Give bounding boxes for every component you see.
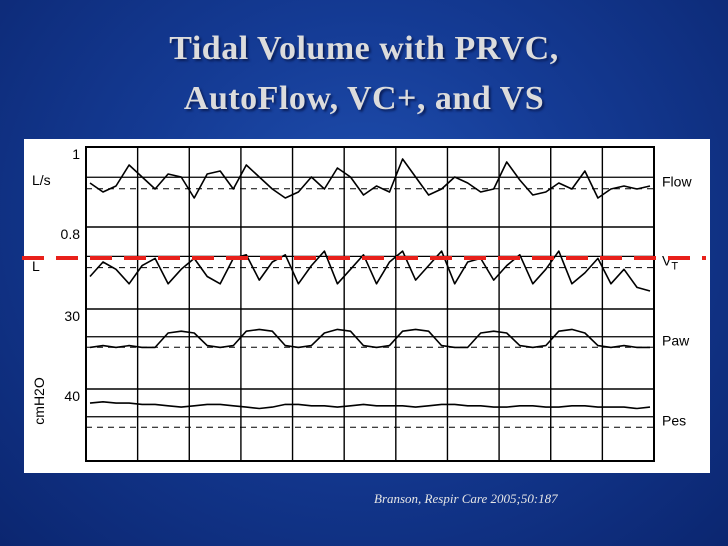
title-line-2: AutoFlow, VC+, and VS [183, 80, 545, 117]
plot-frame [85, 146, 655, 462]
ylabel-flow: L/s [32, 172, 51, 188]
citation: Branson, Respir Care 2005;50:187 [374, 491, 558, 506]
panel-label-vt: VT [662, 253, 678, 273]
slide-title: Tidal Volume with PRVC, AutoFlow, VC+, a… [0, 24, 728, 124]
trace-vt [89, 250, 651, 292]
ytick-label: 30 [64, 308, 80, 324]
panel-label-flow: Flow [662, 174, 692, 190]
ylabel-pressure: cmH2O [31, 377, 47, 425]
ylabel-vt: L [32, 258, 40, 274]
trace-pes [89, 400, 651, 410]
panel-label-paw: Paw [662, 332, 690, 348]
ytick-label: 0.8 [61, 226, 81, 242]
trace-paw [89, 328, 650, 349]
ytick-label: 40 [64, 388, 80, 404]
trace-flow [89, 158, 651, 199]
title-line-1: Tidal Volume with PRVC, [169, 30, 559, 67]
panel-label-pes: Pes [662, 412, 686, 428]
ytick-label: 1 [72, 146, 80, 162]
